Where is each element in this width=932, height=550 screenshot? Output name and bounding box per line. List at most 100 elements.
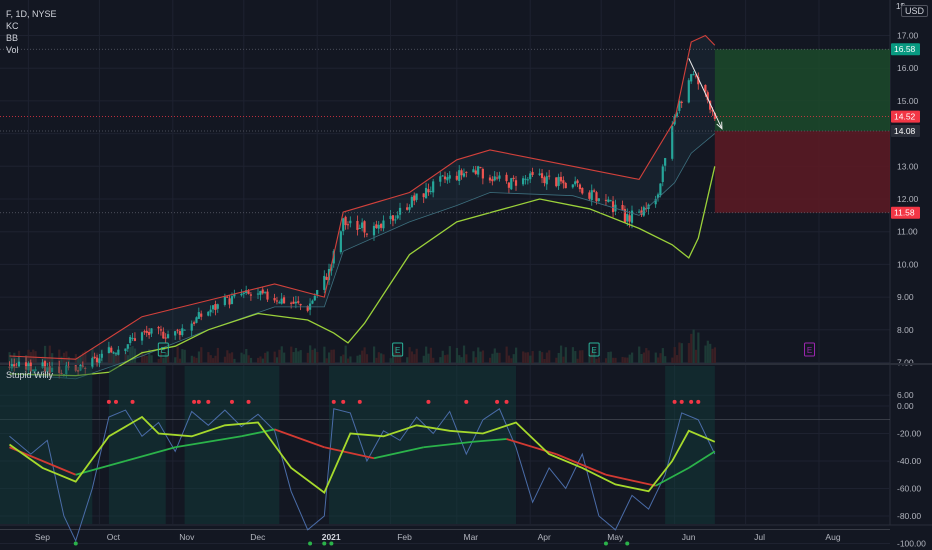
- earnings-marker[interactable]: E: [157, 342, 169, 357]
- candle-body[interactable]: [358, 228, 361, 230]
- candle-body[interactable]: [621, 204, 624, 210]
- candle-body[interactable]: [150, 328, 153, 334]
- candle-body[interactable]: [690, 74, 693, 82]
- indicator-kc-label[interactable]: KC: [6, 21, 19, 31]
- candle-body[interactable]: [112, 352, 115, 354]
- candle-body[interactable]: [628, 215, 631, 222]
- candle-body[interactable]: [294, 301, 297, 304]
- candle-body[interactable]: [91, 358, 94, 368]
- candle-body[interactable]: [692, 74, 695, 76]
- candle-body[interactable]: [514, 180, 518, 186]
- lower-pane-title[interactable]: Stupid Willy: [6, 370, 54, 380]
- candle-body[interactable]: [697, 76, 700, 85]
- candle-body[interactable]: [363, 221, 366, 233]
- candle-body[interactable]: [581, 187, 584, 194]
- candle-body[interactable]: [43, 361, 47, 372]
- candle-body[interactable]: [664, 158, 667, 166]
- candle-body[interactable]: [559, 176, 563, 182]
- candle-body[interactable]: [656, 194, 660, 198]
- candle-body[interactable]: [671, 125, 674, 159]
- candle-body[interactable]: [211, 305, 215, 310]
- candle-body[interactable]: [564, 182, 567, 189]
- candle-body[interactable]: [195, 317, 198, 323]
- candle-body[interactable]: [394, 219, 397, 221]
- candle-body[interactable]: [249, 294, 253, 296]
- candle-body[interactable]: [216, 304, 219, 309]
- candle-body[interactable]: [145, 330, 148, 333]
- candle-body[interactable]: [207, 311, 210, 316]
- candle-body[interactable]: [34, 369, 37, 372]
- candle-body[interactable]: [491, 179, 494, 182]
- candle-body[interactable]: [273, 297, 276, 301]
- candle-body[interactable]: [100, 353, 103, 358]
- candle-body[interactable]: [74, 365, 77, 371]
- candle-body[interactable]: [143, 331, 146, 333]
- candle-body[interactable]: [637, 211, 641, 213]
- candle-body[interactable]: [261, 289, 264, 294]
- candle-body[interactable]: [654, 199, 657, 205]
- candle-body[interactable]: [259, 291, 262, 295]
- candle-body[interactable]: [661, 166, 664, 182]
- earnings-marker[interactable]: E: [588, 342, 600, 357]
- candle-body[interactable]: [571, 184, 574, 188]
- candle-body[interactable]: [361, 222, 364, 228]
- candle-body[interactable]: [462, 173, 466, 177]
- candle-body[interactable]: [609, 200, 612, 202]
- candle-body[interactable]: [181, 328, 184, 336]
- candle-body[interactable]: [588, 192, 591, 199]
- candle-body[interactable]: [479, 167, 482, 169]
- candle-body[interactable]: [410, 196, 413, 208]
- candle-body[interactable]: [377, 224, 380, 229]
- candle-body[interactable]: [17, 361, 21, 367]
- candle-body[interactable]: [339, 231, 342, 253]
- candle-body[interactable]: [597, 198, 600, 201]
- candle-body[interactable]: [458, 170, 461, 181]
- candle-body[interactable]: [429, 190, 432, 192]
- candle-body[interactable]: [709, 100, 712, 110]
- candle-body[interactable]: [29, 362, 32, 372]
- candle-body[interactable]: [545, 176, 548, 185]
- candle-body[interactable]: [79, 364, 82, 371]
- candle-body[interactable]: [126, 344, 129, 349]
- candle-body[interactable]: [93, 356, 96, 359]
- candle-body[interactable]: [65, 365, 68, 375]
- candle-body[interactable]: [531, 171, 534, 175]
- candle-body[interactable]: [192, 322, 196, 324]
- candle-body[interactable]: [228, 298, 231, 305]
- candle-body[interactable]: [226, 296, 229, 298]
- candle-body[interactable]: [190, 323, 193, 331]
- candle-body[interactable]: [316, 290, 319, 295]
- candle-body[interactable]: [48, 365, 51, 374]
- candle-body[interactable]: [346, 224, 350, 226]
- candle-body[interactable]: [148, 331, 151, 336]
- candle-body[interactable]: [398, 207, 402, 215]
- candle-body[interactable]: [626, 214, 629, 222]
- candle-body[interactable]: [58, 366, 61, 373]
- candle-body[interactable]: [391, 215, 395, 221]
- candle-body[interactable]: [607, 199, 610, 202]
- candle-body[interactable]: [247, 291, 250, 294]
- candle-body[interactable]: [522, 178, 525, 185]
- candle-body[interactable]: [578, 184, 582, 190]
- candle-body[interactable]: [32, 369, 35, 372]
- candle-body[interactable]: [349, 220, 352, 224]
- candle-body[interactable]: [290, 302, 293, 304]
- candle-body[interactable]: [576, 180, 579, 184]
- candle-body[interactable]: [406, 207, 409, 210]
- candle-body[interactable]: [242, 292, 245, 294]
- candle-body[interactable]: [233, 294, 236, 297]
- candle-body[interactable]: [60, 372, 63, 375]
- candle-body[interactable]: [230, 296, 234, 304]
- candle-body[interactable]: [110, 347, 113, 353]
- candle-body[interactable]: [157, 326, 160, 329]
- candle-body[interactable]: [292, 301, 295, 304]
- trend-arrow[interactable]: [688, 58, 723, 129]
- candle-body[interactable]: [630, 210, 634, 223]
- candle-body[interactable]: [62, 374, 66, 376]
- candle-body[interactable]: [529, 173, 532, 180]
- candle-body[interactable]: [472, 169, 475, 173]
- candle-body[interactable]: [174, 331, 177, 336]
- candle-body[interactable]: [512, 177, 515, 179]
- candle-body[interactable]: [133, 338, 137, 341]
- candle-body[interactable]: [124, 348, 127, 352]
